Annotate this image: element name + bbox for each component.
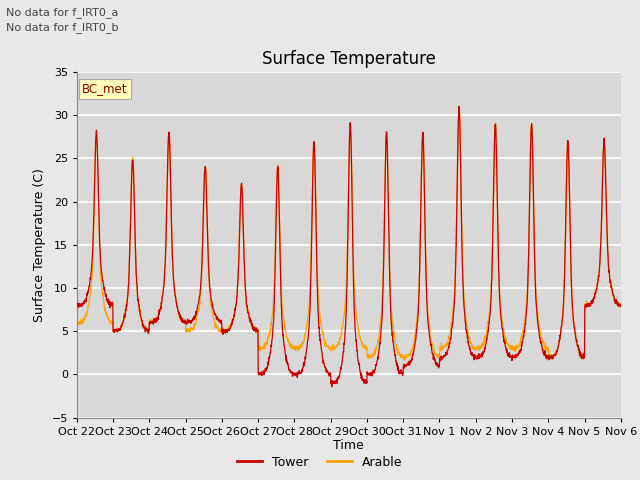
Text: BC_met: BC_met [82,83,128,96]
Y-axis label: Surface Temperature (C): Surface Temperature (C) [33,168,46,322]
Legend: Tower, Arable: Tower, Arable [232,451,408,474]
X-axis label: Time: Time [333,439,364,453]
Title: Surface Temperature: Surface Temperature [262,49,436,68]
Text: No data for f_IRT0_a: No data for f_IRT0_a [6,7,119,18]
Text: No data for f_IRT0_b: No data for f_IRT0_b [6,22,119,33]
